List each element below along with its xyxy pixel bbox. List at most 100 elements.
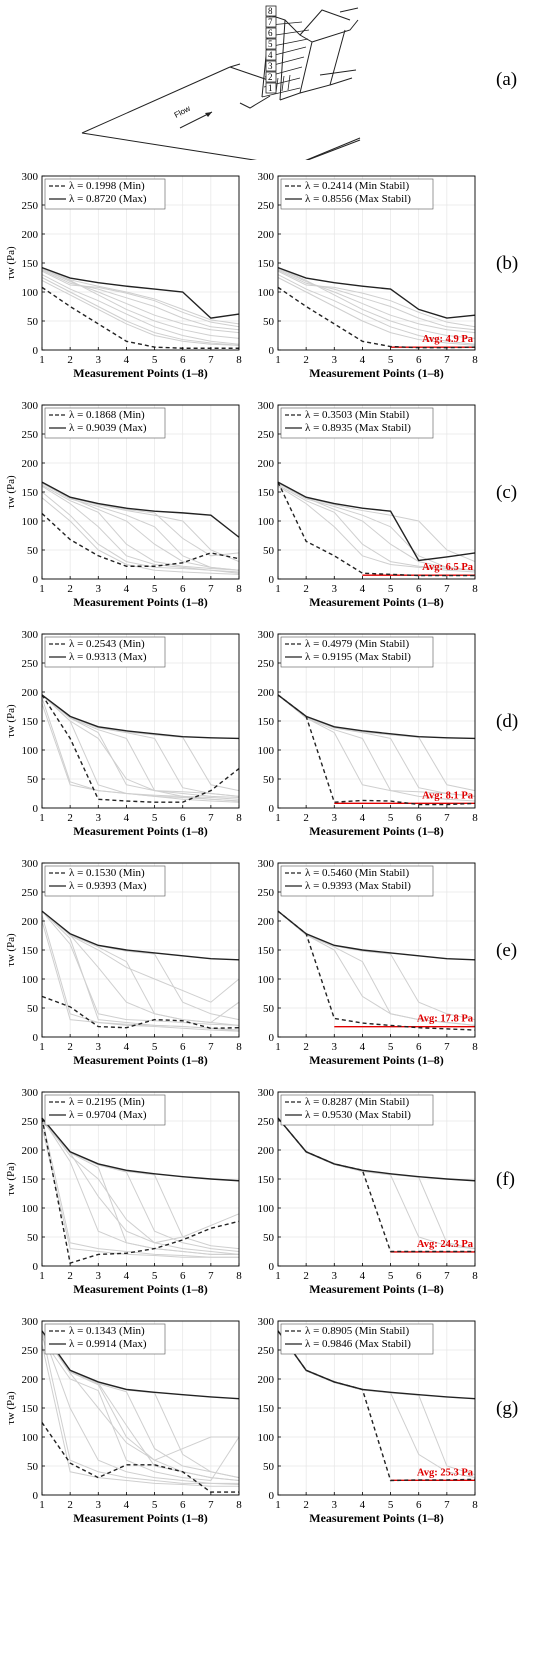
min-series-line <box>277 694 476 806</box>
background-series-line <box>41 497 240 575</box>
legend: λ = 0.1998 (Min)λ = 0.8720 (Max) <box>44 178 166 210</box>
x-tick-label: 2 <box>303 1041 309 1053</box>
y-axis-label: τw (Pa) <box>5 1162 17 1196</box>
background-series-line <box>41 268 240 334</box>
min-series-line <box>277 286 476 349</box>
x-tick-label: 8 <box>236 1270 242 1282</box>
max-series-line <box>277 1330 476 1400</box>
legend-entry: λ = 0.9393 (Max Stabil) <box>305 880 411 892</box>
x-tick-label: 7 <box>444 354 450 366</box>
min-series-line <box>41 694 240 803</box>
panel-label: (b) <box>496 253 518 274</box>
background-series-line <box>277 910 476 1026</box>
x-tick-label: 6 <box>416 812 422 824</box>
x-tick-label: 8 <box>472 583 478 595</box>
x-tick-label: 6 <box>180 354 186 366</box>
x-tick-label: 1 <box>39 1499 45 1511</box>
legend-entry: λ = 0.1530 (Min) <box>69 867 145 879</box>
background-series-line <box>41 694 240 792</box>
legend-box <box>44 407 166 439</box>
background-series-line <box>277 694 476 797</box>
x-tick-label: 1 <box>275 812 281 824</box>
y-tick-label: 300 <box>258 1087 275 1099</box>
legend-entry: λ = 0.3503 (Min Stabil) <box>305 409 409 421</box>
x-axis-label: Measurement Points (1–8) <box>309 1282 443 1296</box>
background-series-line <box>41 1126 239 1258</box>
x-tick-label: 8 <box>472 1270 478 1282</box>
x-tick-label: 2 <box>67 583 73 595</box>
x-tick-label: 3 <box>96 1499 102 1511</box>
y-tick-label: 100 <box>22 1203 39 1215</box>
y-tick-label: 200 <box>22 1145 39 1157</box>
y-tick-label: 100 <box>258 1203 275 1215</box>
legend-entry: λ = 0.9195 (Max Stabil) <box>305 651 411 663</box>
x-tick-label: 8 <box>472 354 478 366</box>
min-series-line <box>277 1330 476 1482</box>
x-tick-label: 3 <box>96 1270 102 1282</box>
background-series-line <box>41 694 240 797</box>
background-series-line <box>41 697 240 800</box>
y-tick-label: 250 <box>22 887 39 899</box>
y-tick-label: 150 <box>258 487 275 499</box>
legend-entry: λ = 0.2543 (Min) <box>69 638 145 650</box>
x-axis-label: Measurement Points (1–8) <box>73 595 207 609</box>
background-series-line <box>41 1117 239 1255</box>
chart-e-right: Avg: 17.8 Pa 1 2 3 4 5 6 7 8 0 50 100 150 200 250 300 Me… <box>258 858 479 1067</box>
x-tick-label: 2 <box>303 812 309 824</box>
x-tick-label: 4 <box>360 1499 366 1511</box>
x-tick-label: 2 <box>303 1499 309 1511</box>
y-tick-label: 150 <box>258 1403 275 1415</box>
x-tick-label: 1 <box>275 354 281 366</box>
legend-entry: λ = 0.5460 (Min Stabil) <box>305 867 409 879</box>
chart-b-left: 1 2 3 4 5 6 7 8 0 50 100 150 200 250 300 Measurement Po… <box>5 171 242 380</box>
background-series-line <box>41 267 240 325</box>
max-series-line <box>41 481 240 538</box>
x-tick-label: 1 <box>275 1270 281 1282</box>
background-series-line <box>41 484 240 571</box>
legend-entry: λ = 0.9846 (Max Stabil) <box>305 1338 411 1350</box>
y-tick-label: 50 <box>263 774 275 786</box>
background-series-line <box>277 268 476 334</box>
point-number: 5 <box>268 39 273 49</box>
x-tick-label: 6 <box>180 1499 186 1511</box>
background-series-line <box>41 274 240 345</box>
background-series-line <box>41 269 240 331</box>
legend-entry: λ = 0.8905 (Min Stabil) <box>305 1325 409 1337</box>
x-tick-label: 1 <box>275 583 281 595</box>
y-tick-label: 200 <box>258 1374 275 1386</box>
x-tick-label: 5 <box>152 1499 158 1511</box>
x-tick-label: 2 <box>67 1041 73 1053</box>
background-series-line <box>41 482 240 571</box>
legend: λ = 0.3503 (Min Stabil)λ = 0.8935 (Max S… <box>280 407 434 439</box>
x-tick-label: 7 <box>444 583 450 595</box>
max-series-line <box>277 266 476 319</box>
legend-entry: λ = 0.8287 (Min Stabil) <box>305 1096 409 1108</box>
y-tick-label: 50 <box>27 1461 39 1473</box>
y-tick-label: 200 <box>258 687 275 699</box>
background-series-line <box>41 1332 240 1481</box>
x-axis-label: Measurement Points (1–8) <box>73 366 207 380</box>
y-tick-label: 50 <box>263 1003 275 1015</box>
x-tick-label: 8 <box>472 1499 478 1511</box>
x-tick-label: 3 <box>96 812 102 824</box>
x-tick-label: 2 <box>303 583 309 595</box>
background-series-line <box>277 910 476 1021</box>
background-series-line <box>41 1117 240 1255</box>
x-tick-label: 7 <box>208 1499 214 1511</box>
y-tick-label: 250 <box>22 658 39 670</box>
legend: λ = 0.2195 (Min)λ = 0.9704 (Max) <box>44 1094 166 1126</box>
legend-box <box>280 636 434 668</box>
x-tick-label: 3 <box>96 354 102 366</box>
x-tick-label: 4 <box>360 1270 366 1282</box>
min-series-line <box>277 481 475 577</box>
x-tick-label: 2 <box>67 1499 73 1511</box>
x-tick-label: 4 <box>124 1499 130 1511</box>
y-tick-label: 300 <box>258 400 275 412</box>
background-series-line <box>41 910 240 1003</box>
x-tick-label: 6 <box>180 1041 186 1053</box>
y-tick-label: 150 <box>258 716 275 728</box>
min-series-line <box>41 995 240 1030</box>
legend: λ = 0.2543 (Min)λ = 0.9313 (Max) <box>44 636 166 668</box>
